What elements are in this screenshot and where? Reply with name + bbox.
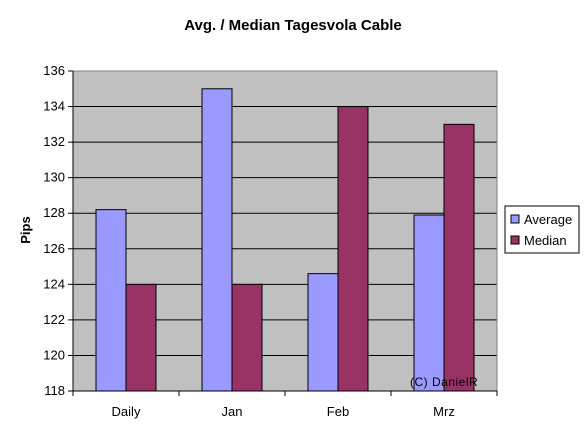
y-tick-label: 128 [43,205,65,220]
y-tick-label: 118 [44,383,65,398]
y-tick-label: 132 [43,134,65,149]
y-tick-label: 124 [43,276,65,291]
x-tick-label: Jan [222,404,243,419]
y-tick-label: 130 [43,170,65,185]
x-tick-label: Feb [327,404,349,419]
legend-swatch-median [510,235,520,245]
bar-average-jan [201,88,233,392]
y-tick-label: 134 [43,99,65,114]
bars [95,88,475,392]
y-tick-label: 120 [43,347,65,362]
chart-title: Avg. / Median Tagesvola Cable [184,17,402,34]
y-tick-labels: 118 120 122 124 126 128 130 132 134 136 [43,63,65,398]
x-tick-label: Mrz [433,404,455,419]
copyright-watermark: (C) DanielR [410,375,478,389]
legend: Average Median [504,205,580,254]
x-tick-labels: Daily Jan Feb Mrz [112,404,455,419]
legend-label-median: Median [524,233,567,248]
bar-average-daily [95,209,127,392]
bar-average-mrz [413,214,445,392]
legend-swatch-average [510,214,520,224]
axes [68,70,498,396]
y-axis-label: Pips [18,216,33,243]
bar-average-feb [307,273,339,392]
legend-box [504,205,580,254]
bar-median-feb [337,106,369,392]
y-tick-label: 126 [43,241,65,256]
y-tick-label: 136 [43,63,65,78]
bar-median-mrz [443,123,475,392]
bar-median-jan [231,283,263,392]
bar-median-daily [125,283,157,392]
x-tick-label: Daily [112,404,141,419]
legend-label-average: Average [524,212,572,227]
y-tick-label: 122 [43,312,65,327]
